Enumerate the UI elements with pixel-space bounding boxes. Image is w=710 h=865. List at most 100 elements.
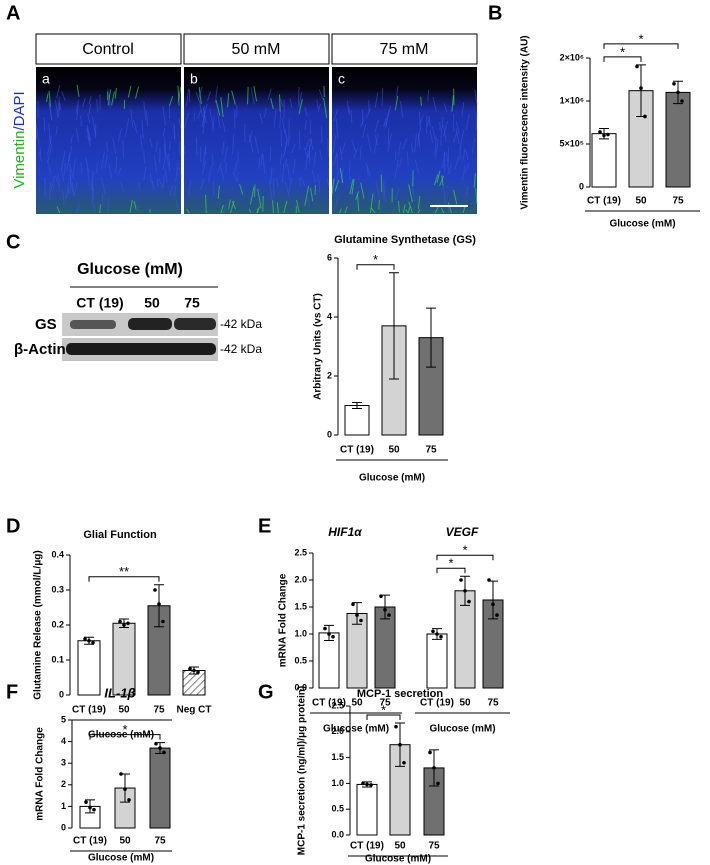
y-axis-label: MCP-1 secretion (ng/ml)/μg protein) [297, 686, 308, 855]
fiber [285, 182, 291, 199]
fiber [163, 143, 166, 157]
y-tick-label: 3 [61, 758, 66, 768]
data-point [459, 578, 463, 582]
fiber [86, 125, 91, 141]
fiber [336, 154, 339, 170]
fiber [221, 141, 225, 155]
micrograph [332, 67, 477, 214]
fiber [61, 91, 66, 101]
x-axis-label: Glucose (mM) [323, 724, 389, 735]
data-point [196, 670, 200, 675]
fiber [461, 165, 466, 181]
fiber [270, 98, 274, 110]
data-point [118, 619, 122, 624]
panel-letter: D [6, 515, 20, 537]
significance-label: * [373, 252, 378, 267]
fiber [272, 178, 275, 198]
data-point [432, 766, 436, 770]
fiber [248, 208, 252, 214]
fiber [179, 142, 181, 156]
fiber [177, 85, 180, 106]
fiber [49, 182, 51, 201]
fiber [431, 125, 436, 141]
fiber [405, 209, 409, 214]
fiber [217, 185, 220, 199]
data-point [122, 623, 126, 627]
data-point [487, 578, 491, 582]
fiber [66, 153, 71, 171]
fiber [440, 207, 445, 214]
fiber [143, 166, 147, 181]
fiber [45, 93, 49, 102]
fiber [298, 98, 303, 115]
fiber [332, 152, 338, 167]
fiber [408, 201, 413, 214]
fiber [406, 151, 409, 166]
fiber [284, 158, 288, 169]
fiber [221, 118, 226, 133]
band [174, 318, 216, 330]
fiber [351, 139, 357, 152]
fiber [223, 145, 229, 163]
fiber [287, 136, 290, 147]
fiber [227, 93, 230, 108]
column-box [183, 33, 330, 65]
y-tick-label: 0.0 [331, 829, 344, 839]
data-point [119, 772, 123, 776]
fiber [272, 200, 274, 214]
fiber [475, 188, 478, 205]
fiber [220, 97, 224, 118]
fiber [99, 204, 101, 214]
fiber [178, 117, 182, 130]
data-point [428, 750, 432, 755]
subpanel-label: a [42, 71, 50, 87]
significance-label: ** [119, 564, 129, 579]
fiber [250, 87, 255, 105]
fiber [211, 153, 214, 166]
fiber [184, 112, 190, 128]
fiber [305, 138, 310, 150]
x-tick-label: 50 [635, 196, 647, 207]
data-point [154, 741, 158, 746]
fiber [381, 87, 384, 106]
fiber [283, 139, 288, 158]
y-tick-label: 2×10⁶ [560, 52, 584, 62]
fiber [57, 173, 61, 192]
data-point [402, 760, 406, 765]
fiber [442, 186, 447, 204]
data-point [87, 638, 91, 643]
fiber [408, 184, 413, 203]
fiber [47, 144, 53, 162]
fiber [214, 85, 218, 104]
fiber [163, 136, 167, 155]
significance-label: * [381, 702, 386, 717]
lane-label: 75 [184, 295, 200, 311]
fiber [135, 86, 140, 99]
fiber [383, 117, 387, 128]
fiber [107, 89, 112, 106]
x-tick-label: CT (19) [73, 836, 107, 847]
fiber [427, 89, 430, 101]
y-tick-label: 2 [327, 370, 332, 380]
fiber [465, 149, 469, 161]
fiber [228, 199, 231, 210]
fiber [441, 175, 444, 186]
bar [344, 405, 370, 436]
error-bar [426, 307, 436, 368]
data-point [463, 589, 467, 593]
fiber [298, 176, 302, 187]
fiber [168, 96, 174, 107]
fiber [166, 154, 170, 167]
y-tick-label: 0.5 [331, 804, 344, 814]
y-axis-label: Glutamine Release (mmol/L/μg) [33, 550, 44, 699]
fiber [111, 91, 115, 106]
significance-bracket [356, 264, 395, 270]
fiber [279, 94, 281, 112]
fiber [205, 194, 207, 214]
y-tick-label: 1.5 [294, 601, 307, 611]
fiber [56, 84, 61, 99]
subpanel-label: c [338, 71, 345, 87]
x-axis-label: Glucose (mM) [429, 724, 495, 735]
fiber [65, 182, 70, 200]
fiber [355, 191, 359, 201]
